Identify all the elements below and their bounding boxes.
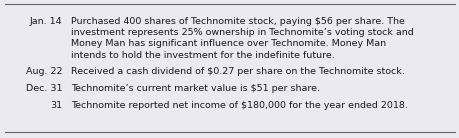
Text: Received a cash dividend of $0.27 per share on the Technomite stock.: Received a cash dividend of $0.27 per sh… xyxy=(71,67,404,76)
Text: intends to hold the investment for the indefinite future.: intends to hold the investment for the i… xyxy=(71,51,334,59)
Text: Purchased 400 shares of Technomite stock, paying $56 per share. The: Purchased 400 shares of Technomite stock… xyxy=(71,17,404,26)
Text: Technomite’s current market value is $51 per share.: Technomite’s current market value is $51… xyxy=(71,84,319,93)
Text: investment represents 25% ownership in Technomite’s voting stock and: investment represents 25% ownership in T… xyxy=(71,28,413,37)
Text: Aug. 22: Aug. 22 xyxy=(26,67,62,76)
Text: Technomite reported net income of $180,000 for the year ended 2018.: Technomite reported net income of $180,0… xyxy=(71,101,407,110)
Text: Dec. 31: Dec. 31 xyxy=(26,84,62,93)
Text: 31: 31 xyxy=(50,101,62,110)
Text: Jan. 14: Jan. 14 xyxy=(29,17,62,26)
Text: Money Man has significant influence over Technomite. Money Man: Money Man has significant influence over… xyxy=(71,39,386,48)
